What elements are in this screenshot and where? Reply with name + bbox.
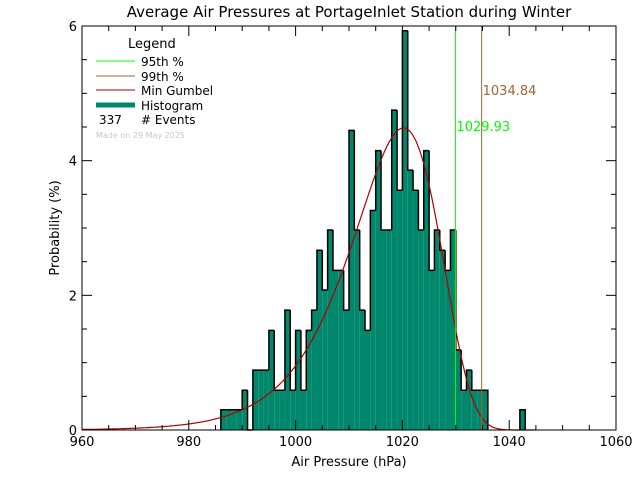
x-axis-label: Air Pressure (hPa) xyxy=(291,455,406,470)
histogram-bar xyxy=(349,130,355,430)
legend: Legend 95th % 99th % Min Gumbel Histogra… xyxy=(96,37,213,140)
y-axis-label: Probability (%) xyxy=(48,180,63,275)
histogram-bar xyxy=(365,330,371,430)
histogram-bar xyxy=(391,110,398,431)
legend-label-99: 99th % xyxy=(141,70,184,84)
x-tick-label: 980 xyxy=(176,435,201,450)
histogram-bar xyxy=(418,230,424,430)
legend-title: Legend xyxy=(128,37,176,52)
histogram-bar xyxy=(338,270,344,430)
legend-label-95: 95th % xyxy=(141,55,184,69)
p99-label: 1034.84 xyxy=(483,84,537,99)
histogram-bar xyxy=(381,230,387,430)
histogram-bar xyxy=(236,409,243,430)
histogram-bar xyxy=(402,30,408,431)
histogram-bar xyxy=(279,390,285,430)
histogram-bar xyxy=(439,250,446,430)
x-tick-label: 1040 xyxy=(493,435,526,450)
histogram-bar xyxy=(316,250,323,430)
histogram-bar xyxy=(332,270,339,430)
histogram-bar xyxy=(461,390,467,430)
histogram-bar xyxy=(482,390,488,430)
events-count: 337 xyxy=(99,113,122,127)
histogram-bar xyxy=(300,390,307,430)
histogram-bars xyxy=(220,29,526,431)
y-tick-label: 2 xyxy=(69,289,77,304)
x-tick-label: 1060 xyxy=(599,435,632,450)
histogram-bar xyxy=(386,230,392,430)
histogram-bar xyxy=(471,390,478,430)
histogram-bar xyxy=(327,230,333,430)
histogram-bar xyxy=(429,270,435,430)
histogram-bar xyxy=(407,170,414,431)
axes: 960 980 1000 1020 1040 1060 0 2 4 6 xyxy=(69,20,633,450)
histogram-bar xyxy=(423,150,430,431)
histogram-bar xyxy=(359,310,366,430)
percentile-lines: 1029.93 1034.84 xyxy=(454,26,537,430)
histogram-bar xyxy=(343,310,349,430)
histogram-bar xyxy=(455,349,462,430)
histogram-bar xyxy=(413,190,419,430)
histogram-bar xyxy=(434,230,440,430)
made-on-note: Made on 29 May 2025 xyxy=(96,131,185,140)
histogram-bar xyxy=(354,230,360,430)
legend-label-gumbel: Min Gumbel xyxy=(141,84,213,98)
histogram-bar xyxy=(268,330,275,430)
histogram-bar xyxy=(242,390,248,430)
histogram-bar xyxy=(284,310,291,430)
x-tick-label: 1020 xyxy=(386,435,419,450)
legend-label-histogram: Histogram xyxy=(141,99,203,113)
histogram-bar xyxy=(466,370,472,430)
y-tick-label: 4 xyxy=(69,155,77,170)
histogram-bar xyxy=(231,409,237,430)
histogram-bar xyxy=(226,409,232,430)
x-tick-label: 1000 xyxy=(279,435,312,450)
histogram-bar xyxy=(220,409,227,430)
histogram-bar xyxy=(397,190,403,430)
histogram-bar xyxy=(445,270,451,430)
histogram-bar xyxy=(263,370,269,430)
histogram-bar xyxy=(450,230,456,430)
gumbel-curve-group xyxy=(82,127,536,431)
histogram-bar xyxy=(477,390,483,430)
histogram-bar xyxy=(290,390,296,430)
y-tick-label: 6 xyxy=(69,20,77,35)
y-tick-label: 0 xyxy=(69,424,77,439)
histogram-bar xyxy=(306,330,312,430)
p95-label: 1029.93 xyxy=(456,120,510,135)
histogram-bar xyxy=(274,390,280,430)
histogram-bar xyxy=(322,289,328,430)
histogram-bar xyxy=(375,150,382,431)
histogram-bar xyxy=(370,210,376,430)
histogram-bar xyxy=(295,330,301,430)
gumbel-curve xyxy=(82,127,536,431)
histogram-bar xyxy=(311,310,317,430)
histogram-bar xyxy=(252,370,259,430)
histogram-bar xyxy=(519,409,526,430)
x-tick-label: 960 xyxy=(70,435,95,450)
events-label: # Events xyxy=(141,113,196,127)
chart-title: Average Air Pressures at PortageInlet St… xyxy=(127,3,572,21)
